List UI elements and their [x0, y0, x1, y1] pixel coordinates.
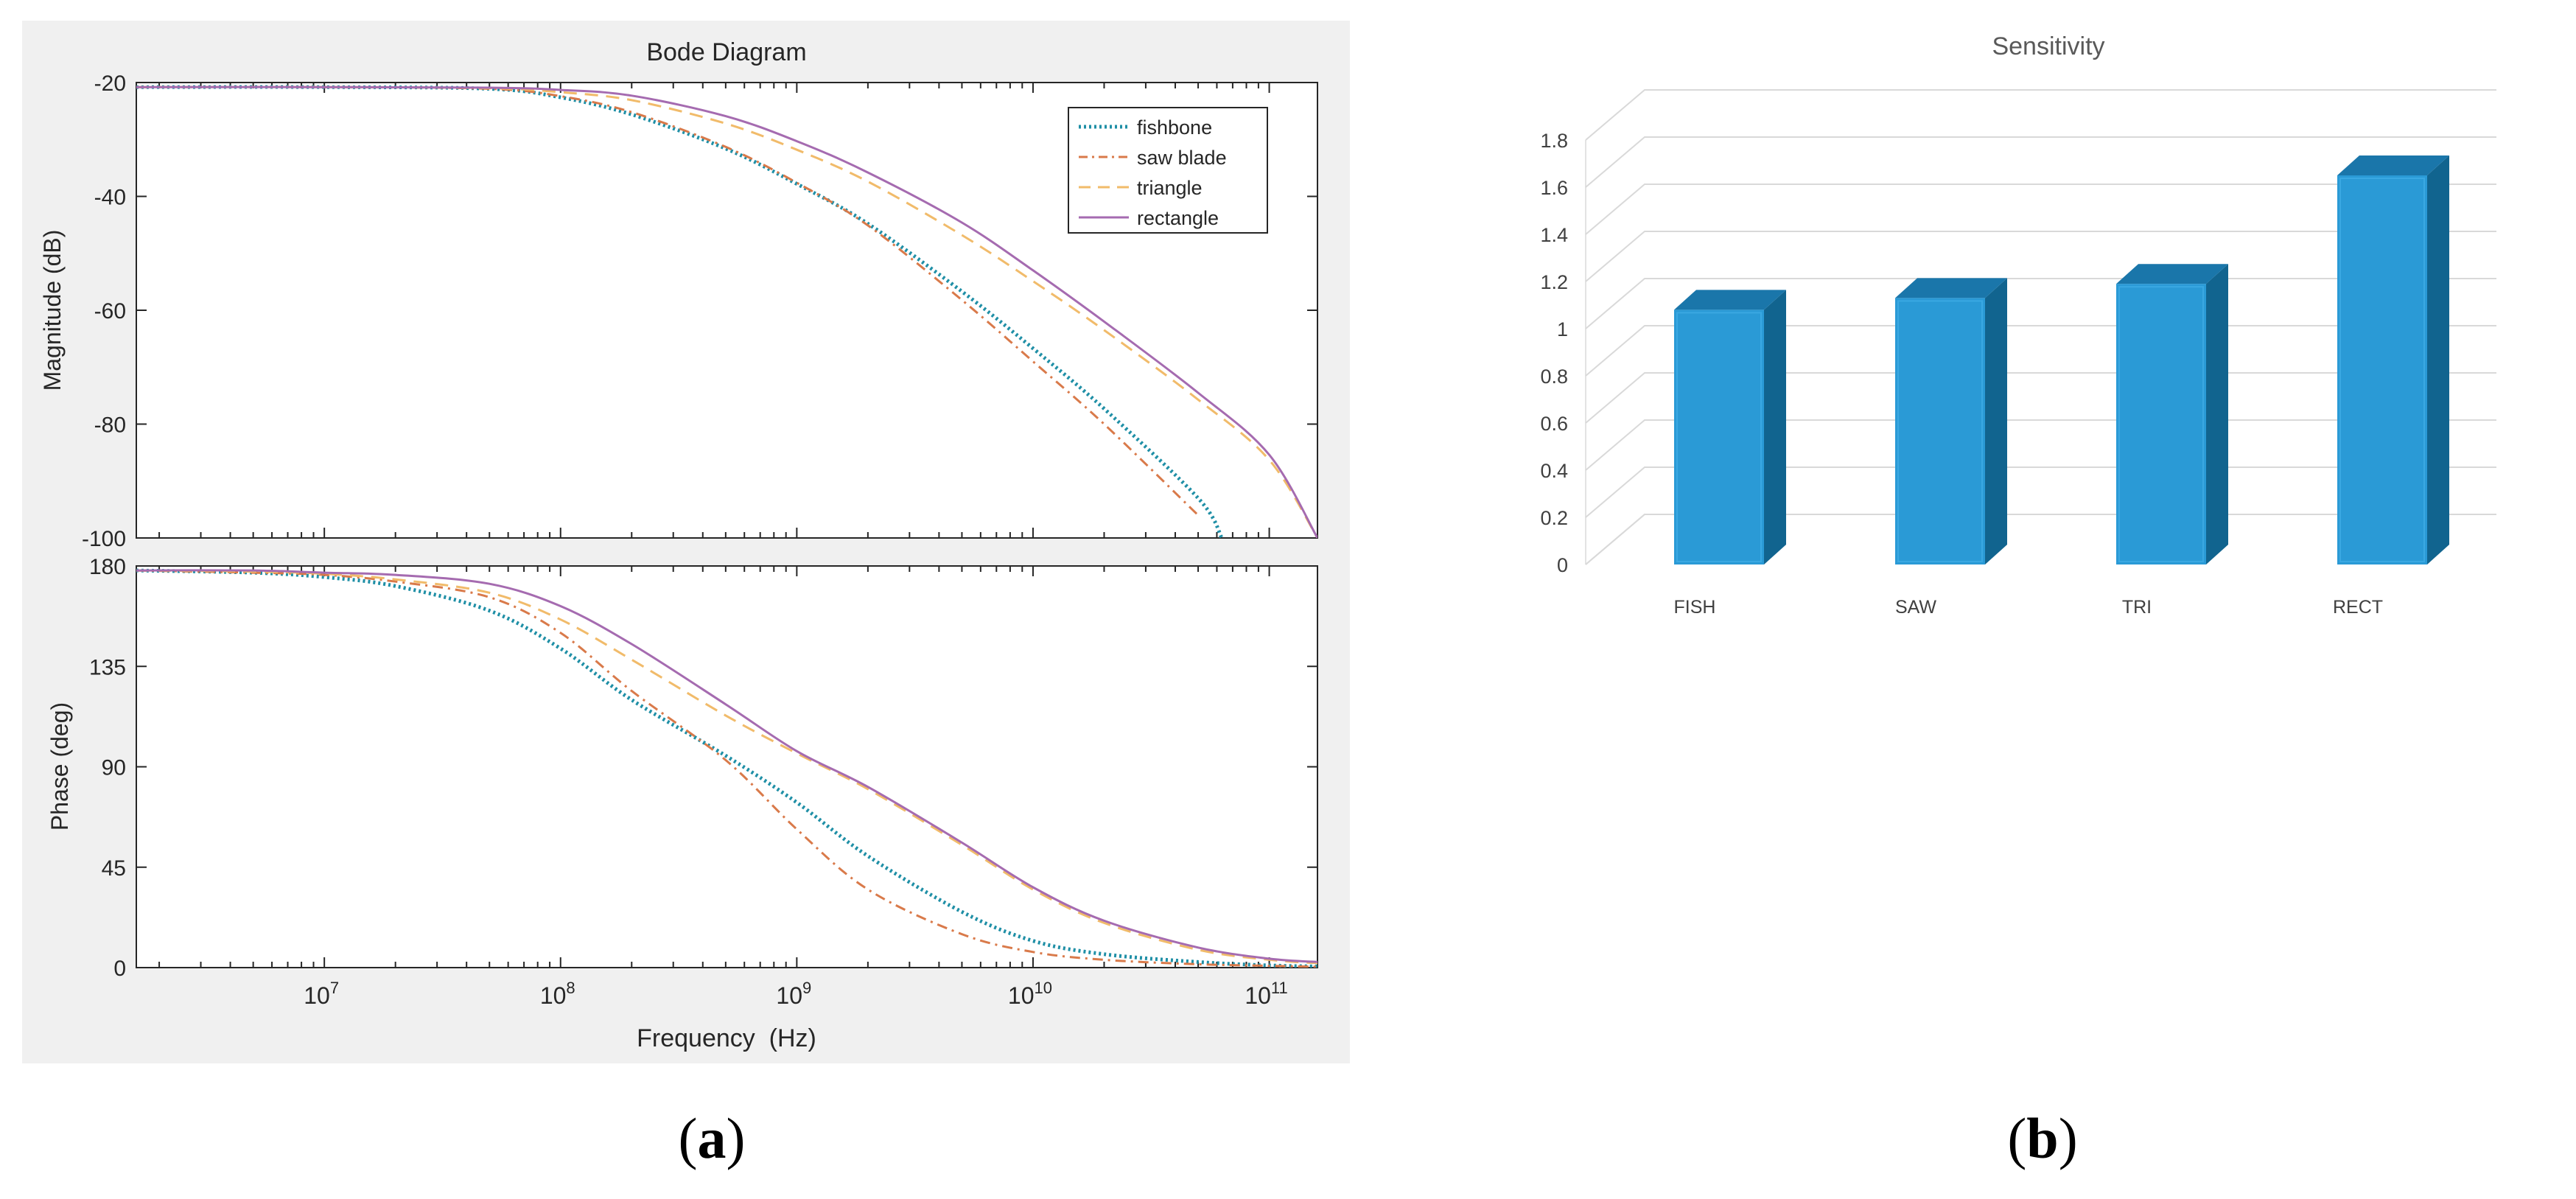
phase-series-triangle [136, 569, 1317, 965]
caption-a: (a) [638, 1105, 785, 1172]
y-tick-label: -100 [82, 527, 126, 551]
phase-series-fishbone [136, 568, 1317, 968]
bar-y-tick-label: 0.8 [1540, 366, 1568, 388]
y-tick-label: 0 [113, 957, 126, 981]
legend-label-saw-blade: saw blade [1137, 147, 1227, 169]
bar-front-edge [1897, 300, 1983, 562]
frequency-tick-label: 108 [540, 979, 575, 1009]
frequency-tick-label: 1010 [1008, 979, 1052, 1009]
bar-category-label: SAW [1895, 597, 1936, 618]
frequency-tick-label: 109 [776, 979, 811, 1009]
caption-b-open: ( [2007, 1106, 2027, 1170]
caption-a-open: ( [678, 1106, 698, 1170]
bar-y-tick-label: 1.2 [1540, 271, 1568, 293]
bode-diagram-panel: Bode Diagram -20 -40 -60 -80 -100 Magnitude … [22, 21, 1350, 1063]
bar-y-tick-label: 1.8 [1540, 130, 1568, 152]
bar-y-tick-label: 1.4 [1540, 224, 1568, 246]
sensitivity-title: Sensitivity [1992, 32, 2104, 60]
caption-b: (b) [1969, 1105, 2116, 1172]
y-tick-label: 180 [89, 555, 126, 579]
bar-chart-y-tick-labels: 0 0.2 0.4 0.6 0.8 1 1.2 1.4 1.6 1.8 [1540, 130, 1568, 576]
gridline [1585, 89, 2496, 141]
bar-fish [1674, 290, 1786, 564]
bar-y-tick-label: 0.4 [1540, 460, 1568, 482]
bar-front-edge [1676, 312, 1762, 562]
y-tick-label: -40 [94, 186, 126, 210]
magnitude-series [136, 85, 1317, 538]
bar-saw [1895, 278, 2007, 564]
bar-y-tick-label: 1 [1557, 318, 1568, 340]
bar-front-face [2116, 284, 2206, 564]
bode-title: Bode Diagram [646, 38, 806, 66]
bar-front-face [2337, 175, 2427, 564]
bar-side-face [1985, 278, 2007, 564]
phase-series-saw-blade [136, 569, 1317, 968]
caption-a-letter: a [697, 1106, 727, 1170]
sensitivity-panel: Sensitivity 0 0.2 0.4 0.6 0.8 1 1.2 1.4 1.6 1.8 F… [1540, 32, 2496, 618]
mag-series-rectangle [136, 85, 1317, 538]
bar-rect [2337, 155, 2449, 564]
bar-category-label: FISH [1674, 597, 1716, 618]
y-tick-label: 135 [89, 655, 126, 679]
magnitude-y-tick-labels: -20 -40 -60 -80 -100 [82, 71, 126, 551]
legend-label-rectangle: rectangle [1137, 207, 1219, 229]
bar-front-face [1895, 298, 1985, 564]
frequency-tick-label: 107 [304, 979, 339, 1009]
bar-front-edge [2339, 178, 2425, 562]
frequency-x-axis-label: Frequency (Hz) [637, 1024, 816, 1052]
phase-ticks [136, 565, 1317, 968]
gridline [1585, 183, 2496, 235]
bar-tri [2116, 264, 2228, 564]
bar-top-face [2116, 264, 2228, 284]
bar-top-face [1895, 278, 2007, 298]
frequency-tick-label: 1011 [1245, 979, 1287, 1009]
bar-side-face [1764, 290, 1786, 564]
phase-series-rectangle [136, 569, 1317, 963]
bar-side-face [2427, 155, 2449, 564]
bar-category-label: RECT [2333, 597, 2383, 618]
phase-axes: 180 135 90 45 0 107 108 109 1010 1011 Phase (deg… [46, 555, 1318, 1052]
gridline [1585, 231, 2496, 282]
y-tick-label: 45 [102, 856, 126, 881]
gridline [1585, 136, 2496, 188]
bar-front-face [1674, 310, 1764, 564]
bar-chart-bars [1674, 155, 2449, 564]
bar-top-face [2337, 155, 2449, 175]
caption-b-letter: b [2026, 1106, 2059, 1170]
bar-side-face [2206, 264, 2228, 564]
bar-chart-gridlines [1585, 89, 2496, 565]
y-tick-label: -20 [94, 71, 126, 96]
caption-b-close: ) [2058, 1106, 2078, 1170]
mag-series-fishbone [136, 85, 1224, 538]
y-tick-label: 90 [102, 756, 126, 780]
bar-chart-category-labels: FISH SAW TRI RECT [1674, 597, 2384, 618]
phase-plot-area [136, 565, 1318, 968]
bar-y-tick-label: 0.6 [1540, 413, 1568, 435]
legend-label-triangle: triangle [1137, 177, 1203, 199]
caption-a-close: ) [726, 1106, 746, 1170]
phase-y-tick-labels: 180 135 90 45 0 [89, 555, 126, 981]
bar-front-edge [2118, 286, 2204, 562]
phase-y-axis-label: Phase (deg) [46, 702, 73, 831]
magnitude-y-axis-label: Magnitude (dB) [39, 230, 66, 391]
phase-series [136, 568, 1317, 968]
bar-y-tick-label: 1.6 [1540, 177, 1568, 199]
bar-category-label: TRI [2122, 597, 2152, 618]
bar-top-face [1674, 290, 1786, 310]
legend-label-fishbone: fishbone [1137, 116, 1212, 139]
y-tick-label: -80 [94, 413, 126, 438]
frequency-tick-labels: 107 108 109 1010 1011 [304, 979, 1288, 1009]
bode-legend: fishbone saw blade triangle rectangle [1068, 107, 1268, 234]
bar-y-tick-label: 0 [1557, 554, 1568, 576]
bar-y-tick-label: 0.2 [1540, 507, 1568, 529]
y-tick-label: -60 [94, 299, 126, 324]
